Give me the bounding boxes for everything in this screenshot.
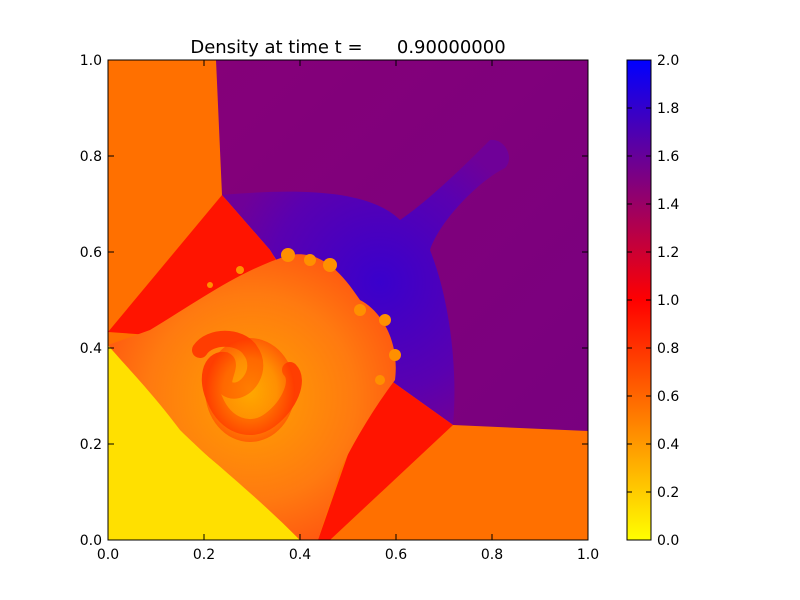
colorbar-tick-label: 2.0: [657, 53, 679, 69]
region-shocked-bottom: [318, 380, 453, 540]
x-tick-label: 0.0: [97, 547, 119, 563]
x-axis: 0.0 0.2 0.4 0.6 0.8 1.0: [97, 60, 599, 563]
colorbar-tick-label: 1.0: [657, 293, 679, 309]
instability-blob: [236, 266, 244, 274]
y-tick-label: 0.0: [80, 533, 102, 549]
instability-blob: [323, 258, 337, 272]
instability-blob: [379, 314, 391, 326]
x-tick-label: 0.8: [481, 547, 503, 563]
x-tick-label: 0.2: [193, 547, 215, 563]
y-tick-label: 0.6: [80, 245, 102, 261]
colorbar-tick-label: 0.6: [657, 389, 679, 405]
instability-blob: [281, 248, 295, 262]
colorbar-tick-label: 1.2: [657, 245, 679, 261]
vortex-core: [205, 338, 295, 442]
y-tick-label: 1.0: [80, 53, 102, 69]
region-lower-left: [108, 345, 300, 540]
colorbar-tick-label: 0.2: [657, 485, 679, 501]
colorbar-tick-label: 0.8: [657, 341, 679, 357]
plot-frame: [107, 59, 589, 541]
instability-blob: [375, 375, 385, 385]
y-tick-label: 0.2: [80, 437, 102, 453]
colorbar-tick-label: 1.4: [657, 197, 679, 213]
heatmap-field: [108, 60, 588, 540]
y-tick-label: 0.8: [80, 149, 102, 165]
x-tick-label: 1.0: [577, 547, 599, 563]
colorbar-tick-label: 0.4: [657, 437, 679, 453]
colorbar-axis: 0.0 0.2 0.4 0.6 0.8 1.0 1.2 1.4 1.6 1.8 2.0: [627, 53, 679, 549]
x-tick-label: 0.6: [385, 547, 407, 563]
colorbar-tick-label: 1.6: [657, 149, 679, 165]
instability-blob: [389, 349, 401, 361]
instability-blob: [304, 254, 316, 266]
region-dense-jet: [222, 139, 510, 425]
y-axis: 0.0 0.2 0.4 0.6 0.8 1.0: [80, 53, 588, 549]
colorbar-tick-label: 1.8: [657, 101, 679, 117]
x-tick-label: 0.4: [289, 547, 311, 563]
colorbar-tick-label: 0.0: [657, 533, 679, 549]
instability-blob: [354, 304, 366, 316]
chart-title: Density at time t = 0.90000000: [190, 37, 505, 58]
instability-blob: [207, 282, 213, 288]
y-tick-label: 0.4: [80, 341, 102, 357]
